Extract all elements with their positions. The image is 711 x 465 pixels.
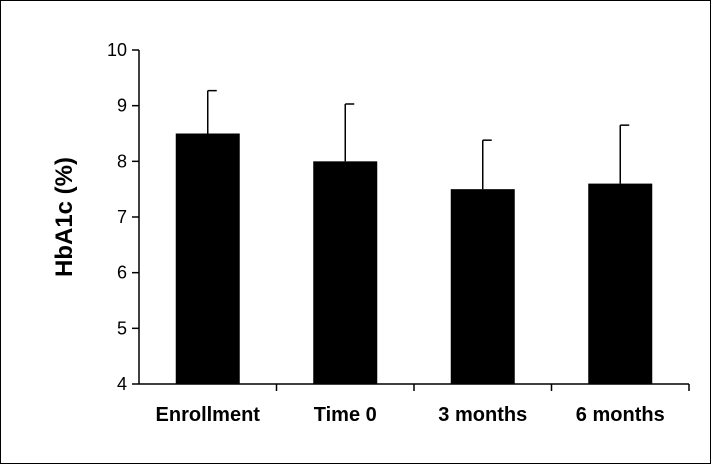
y-tick-label: 4	[117, 374, 127, 394]
y-axis-label: HbA1c (%)	[51, 157, 78, 277]
error-bars	[207, 89, 630, 190]
bars	[175, 133, 653, 384]
bar-3-months	[450, 189, 515, 384]
x-tick-label: 3 months	[438, 404, 527, 426]
y-tick-label: 5	[117, 318, 127, 338]
y-tick-label: 7	[117, 207, 127, 227]
y-tick-label: 10	[107, 40, 127, 60]
y-axis: 4 5 6 7 8 9 10	[107, 40, 140, 394]
y-tick-label: 6	[117, 263, 127, 283]
x-tick-label: Enrollment	[156, 404, 261, 426]
bar-enrollment	[175, 133, 240, 384]
bar-6-months	[588, 183, 653, 384]
y-tick-label: 9	[117, 96, 127, 116]
x-tick-label: 6 months	[576, 404, 665, 426]
x-axis: Enrollment Time 0 3 months 6 months	[139, 383, 690, 426]
x-tick-label: Time 0	[314, 404, 377, 426]
bar-time-0	[313, 161, 378, 384]
y-tick-label: 8	[117, 151, 127, 171]
